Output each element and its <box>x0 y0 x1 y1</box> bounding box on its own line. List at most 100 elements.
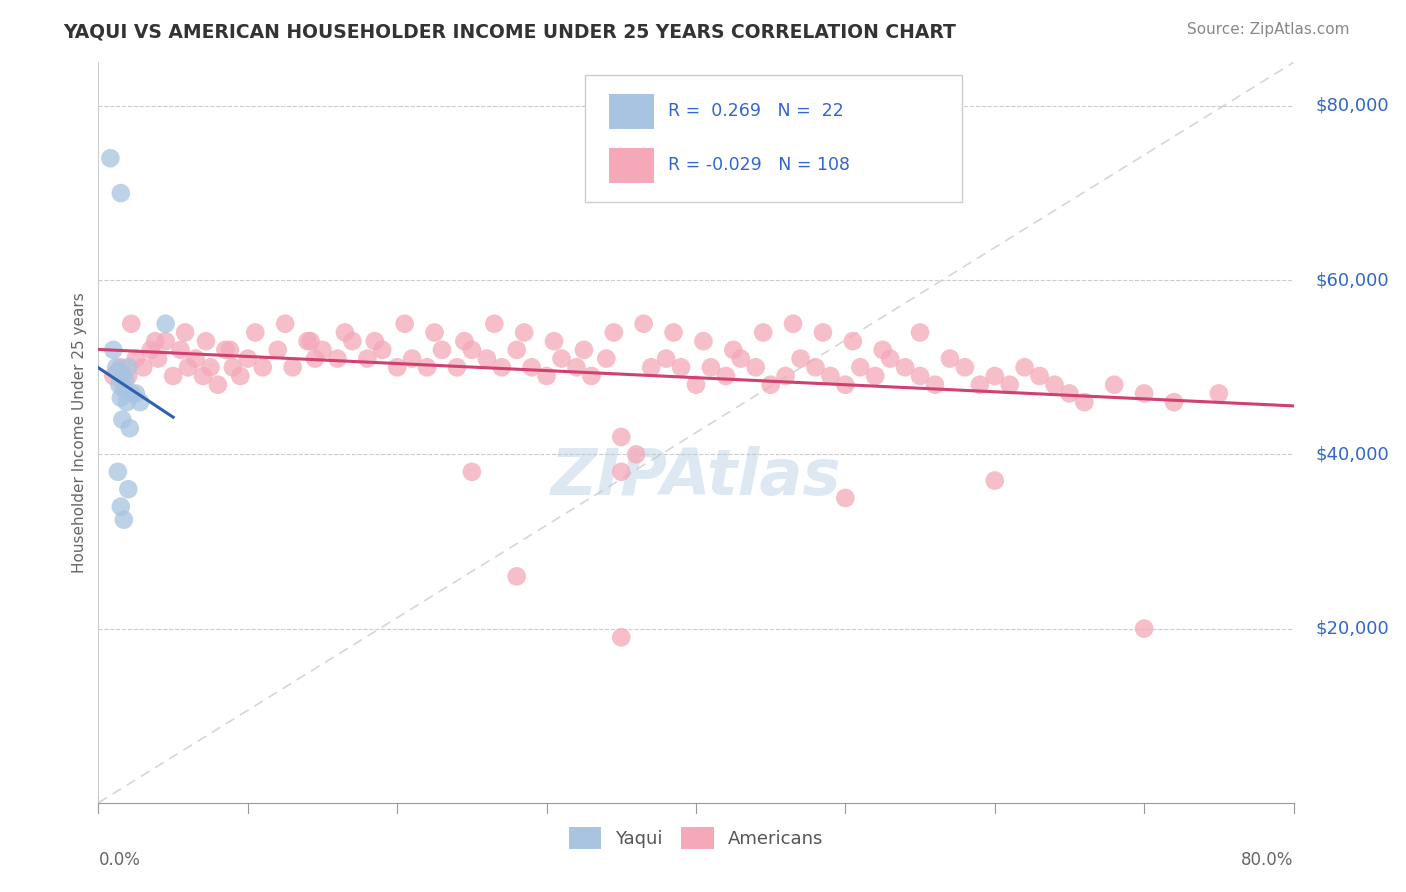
Point <box>162 369 184 384</box>
Point <box>219 343 242 357</box>
Point <box>356 351 378 366</box>
Text: R = -0.029   N = 108: R = -0.029 N = 108 <box>668 155 851 174</box>
Point <box>581 369 603 384</box>
Point <box>371 343 394 357</box>
Point <box>626 447 648 461</box>
Point <box>191 369 214 384</box>
Point <box>759 377 782 392</box>
Point <box>207 377 229 392</box>
Point <box>484 317 506 331</box>
Point <box>111 412 134 426</box>
Point <box>110 186 132 200</box>
Point <box>423 326 446 340</box>
Point <box>1014 360 1036 375</box>
Point <box>117 360 139 375</box>
Point <box>139 343 162 357</box>
Point <box>236 351 259 366</box>
Point <box>174 326 197 340</box>
Point <box>685 377 707 392</box>
Point <box>998 377 1021 392</box>
Point <box>333 326 356 340</box>
Text: Source: ZipAtlas.com: Source: ZipAtlas.com <box>1187 22 1350 37</box>
Point <box>103 343 125 357</box>
Point <box>908 326 931 340</box>
FancyBboxPatch shape <box>585 75 963 202</box>
Point <box>595 351 617 366</box>
Point <box>879 351 901 366</box>
Point <box>655 351 678 366</box>
Point <box>633 317 655 331</box>
Point <box>385 360 409 375</box>
Point <box>110 391 132 405</box>
Point <box>550 351 572 366</box>
Point <box>169 343 191 357</box>
Point <box>252 360 274 375</box>
Point <box>506 569 529 583</box>
Point <box>297 334 319 348</box>
Point <box>939 351 962 366</box>
Point <box>782 317 804 331</box>
Point <box>416 360 439 375</box>
Point <box>789 351 811 366</box>
Text: YAQUI VS AMERICAN HOUSEHOLDER INCOME UNDER 25 YEARS CORRELATION CHART: YAQUI VS AMERICAN HOUSEHOLDER INCOME UND… <box>63 22 956 41</box>
Point <box>125 351 148 366</box>
Point <box>245 326 267 340</box>
Point <box>894 360 917 375</box>
Point <box>1059 386 1081 401</box>
Point <box>184 351 207 366</box>
Point <box>155 317 177 331</box>
Point <box>110 360 132 375</box>
Point <box>364 334 387 348</box>
Y-axis label: Householder Income Under 25 years: Householder Income Under 25 years <box>72 293 87 573</box>
Legend: Yaqui, Americans: Yaqui, Americans <box>561 821 831 856</box>
Point <box>120 386 142 401</box>
Point <box>155 334 177 348</box>
Point <box>1028 369 1050 384</box>
Point <box>610 465 633 479</box>
Point <box>820 369 842 384</box>
Point <box>342 334 364 348</box>
Point <box>669 360 692 375</box>
FancyBboxPatch shape <box>609 94 654 129</box>
Point <box>1133 622 1156 636</box>
Point <box>513 326 536 340</box>
Point <box>304 351 326 366</box>
Point <box>453 334 475 348</box>
Text: 80.0%: 80.0% <box>1241 851 1294 869</box>
Point <box>700 360 723 375</box>
Point <box>692 334 714 348</box>
Point <box>112 513 135 527</box>
Text: $80,000: $80,000 <box>1316 97 1389 115</box>
Point <box>98 151 122 165</box>
Point <box>811 326 834 340</box>
Point <box>200 360 222 375</box>
Point <box>1163 395 1185 409</box>
Point <box>969 377 991 392</box>
Point <box>120 317 142 331</box>
Point <box>572 343 595 357</box>
Point <box>1043 377 1066 392</box>
Point <box>1208 386 1230 401</box>
Point <box>461 465 484 479</box>
Text: $40,000: $40,000 <box>1316 445 1389 464</box>
Text: R =  0.269   N =  22: R = 0.269 N = 22 <box>668 102 844 120</box>
Point <box>984 369 1007 384</box>
Point <box>117 369 139 384</box>
Point <box>132 360 155 375</box>
Point <box>565 360 588 375</box>
Point <box>114 373 136 387</box>
Point <box>1104 377 1126 392</box>
Point <box>640 360 662 375</box>
Point <box>195 334 218 348</box>
Point <box>430 343 453 357</box>
Point <box>125 386 148 401</box>
Point <box>118 421 141 435</box>
Point <box>274 317 297 331</box>
Point <box>543 334 565 348</box>
Point <box>924 377 946 392</box>
Point <box>108 377 131 392</box>
Point <box>105 360 128 375</box>
Point <box>908 369 931 384</box>
Point <box>953 360 976 375</box>
Point <box>229 369 252 384</box>
